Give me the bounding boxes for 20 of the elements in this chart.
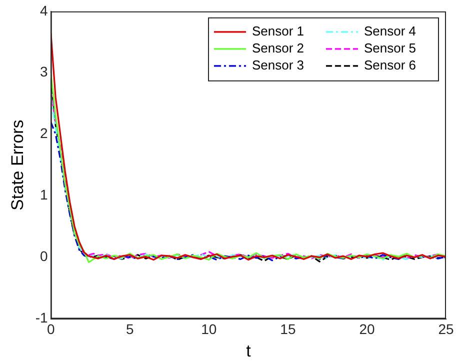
y-tick-label: 1 (40, 186, 48, 203)
y-axis-title: State Errors (8, 120, 27, 210)
legend-label: Sensor 6 (364, 57, 416, 72)
y-tick-label: 4 (40, 2, 48, 18)
x-axis-title: t (246, 341, 252, 360)
x-tick-label: 5 (126, 321, 134, 338)
x-tick-label: 20 (359, 321, 375, 338)
y-tick-label: 3 (40, 64, 48, 80)
line-series (50, 121, 446, 262)
legend-label: Sensor 5 (364, 40, 416, 56)
x-tick-label: 25 (438, 321, 454, 338)
x-tick-label: 10 (201, 321, 217, 338)
y-tick-label: 0 (40, 248, 48, 264)
legend-label: Sensor 1 (252, 23, 304, 38)
legend-label: Sensor 4 (364, 23, 416, 38)
legend-label: Sensor 2 (252, 40, 304, 56)
y-tick-label: 2 (40, 125, 48, 142)
x-tick-label: 15 (280, 321, 296, 338)
legend-label: Sensor 3 (252, 57, 304, 72)
y-tick-label: -1 (35, 310, 48, 326)
